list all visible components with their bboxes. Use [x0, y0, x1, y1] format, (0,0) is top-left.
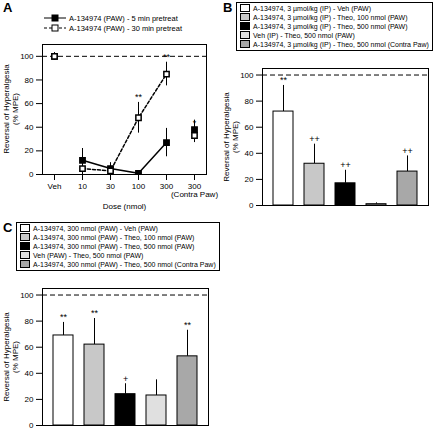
html-text:A-134974, 3 µmol/kg (IP) - The: A-134974, 3 µmol/kg (IP) - Theo, 100 nmo… [253, 14, 408, 21]
svg-text:300(Contra Paw): 300(Contra Paw) [171, 182, 218, 199]
svg-text:++: ++ [309, 134, 320, 144]
html-text:Reversal of Hyperalgesia (% MP: Reversal of Hyperalgesia (% MPE) [222, 91, 240, 182]
html-text:A-134974, 300 nmol (PAW) - The: A-134974, 300 nmol (PAW) - Theo, 500 nmo… [33, 243, 195, 250]
svg-text:80: 80 [25, 76, 34, 85]
svg-text:+: + [123, 374, 128, 384]
svg-text:20: 20 [245, 175, 254, 184]
svg-text:**: ** [163, 52, 171, 62]
svg-text:60: 60 [245, 123, 254, 132]
svg-text:*: * [193, 118, 197, 128]
html-text:Veh (IP) - Theo, 500 nmol (PAW: Veh (IP) - Theo, 500 nmol (PAW) [253, 32, 355, 39]
svg-text:100: 100 [20, 52, 34, 61]
html-text:C: C [3, 220, 13, 235]
svg-text:40: 40 [25, 369, 34, 378]
svg-text:**: ** [60, 312, 68, 322]
html-text:A-134974, 3 µmol/kg (IP) - The: A-134974, 3 µmol/kg (IP) - Theo, 500 nmo… [253, 23, 408, 30]
html-text:A-134974, 300 nmol (PAW) - The: A-134974, 300 nmol (PAW) - Theo, 100 nmo… [33, 234, 195, 241]
html-text:A-134974, 300 nmol (PAW) - Veh: A-134974, 300 nmol (PAW) - Veh (PAW) [33, 225, 158, 232]
svg-text:0: 0 [249, 201, 254, 210]
svg-text:80: 80 [25, 317, 34, 326]
html-text:B: B [223, 0, 233, 15]
svg-text:60: 60 [25, 99, 34, 108]
svg-text:0: 0 [29, 421, 34, 430]
svg-text:**: ** [135, 92, 143, 102]
html-text:Reversal of Hyperalgesia (% MP: Reversal of Hyperalgesia (% MPE) [2, 311, 20, 402]
svg-text:20: 20 [25, 395, 34, 404]
svg-text:0: 0 [29, 170, 34, 179]
html-text:A-134974, 3 µmol/kg (IP) - Veh: A-134974, 3 µmol/kg (IP) - Veh (PAW) [253, 5, 371, 12]
html-text:A-134974 (PAW) - 30 min pretre: A-134974 (PAW) - 30 min pretreat [69, 24, 182, 33]
svg-text:100: 100 [132, 182, 146, 191]
svg-text:100: 100 [240, 71, 254, 80]
svg-text:30: 30 [106, 182, 115, 191]
svg-text:300: 300 [159, 182, 174, 192]
svg-text:++: ++ [402, 146, 413, 156]
svg-text:40: 40 [245, 149, 254, 158]
html-text:A-134974, 300 nmol (PAW) - The: A-134974, 300 nmol (PAW) - Theo, 500 nmo… [33, 261, 216, 268]
svg-text:10: 10 [78, 182, 87, 191]
svg-text:100: 100 [20, 291, 34, 300]
svg-text:40: 40 [25, 123, 34, 132]
svg-text:Dose (nmol): Dose (nmol) [103, 202, 147, 211]
html-text:Reversal of Hyperalgesia (% MP: Reversal of Hyperalgesia (% MPE) [2, 64, 20, 154]
svg-text:**: ** [184, 320, 192, 330]
html-text:A: A [3, 0, 13, 15]
svg-text:80: 80 [245, 97, 254, 106]
svg-text:++: ++ [340, 160, 351, 170]
svg-text:Veh: Veh [48, 182, 62, 191]
html-text:A-134974, 3 µmol/kg (IP) - The: A-134974, 3 µmol/kg (IP) - Theo, 500 nmo… [253, 41, 429, 48]
svg-text:20: 20 [25, 146, 34, 155]
html-text:A-134974 (PAW) - 5 min pretrea: A-134974 (PAW) - 5 min pretreat [69, 14, 178, 23]
svg-text:60: 60 [25, 343, 34, 352]
svg-text:**: ** [280, 75, 288, 85]
svg-text:**: ** [91, 308, 99, 318]
html-text:Veh (PAW) - Theo, 500 nmol (PA: Veh (PAW) - Theo, 500 nmol (PAW) [33, 252, 144, 259]
